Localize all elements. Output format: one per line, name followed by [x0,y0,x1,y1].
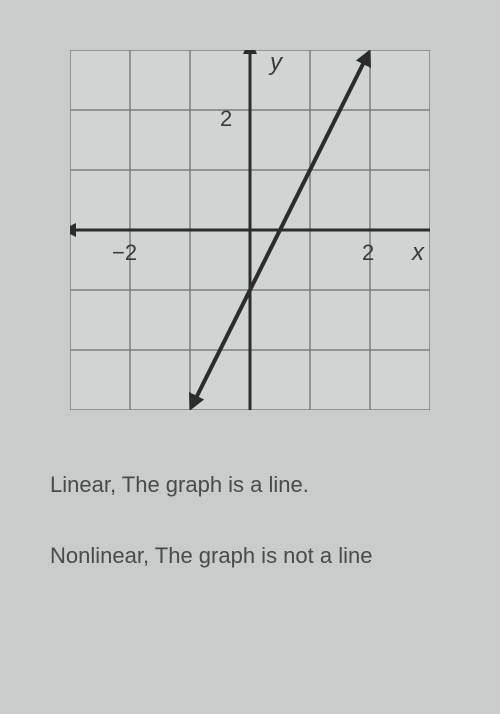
x-tick-pos2: 2 [362,240,374,265]
answer-options: Linear, The graph is a line. Nonlinear, … [30,470,470,572]
y-tick-pos2: 2 [220,106,232,131]
coordinate-graph: y x 2 −2 2 [70,50,430,410]
worksheet-page: y x 2 −2 2 Linear, The graph is a line. … [0,0,500,714]
answer-option-linear: Linear, The graph is a line. [50,470,470,501]
answer-option-nonlinear: Nonlinear, The graph is not a line [50,541,470,572]
graph-svg: y x 2 −2 2 [70,50,430,410]
x-axis-label: x [411,239,425,266]
x-tick-neg2: −2 [112,240,137,265]
y-axis-label: y [268,50,284,76]
